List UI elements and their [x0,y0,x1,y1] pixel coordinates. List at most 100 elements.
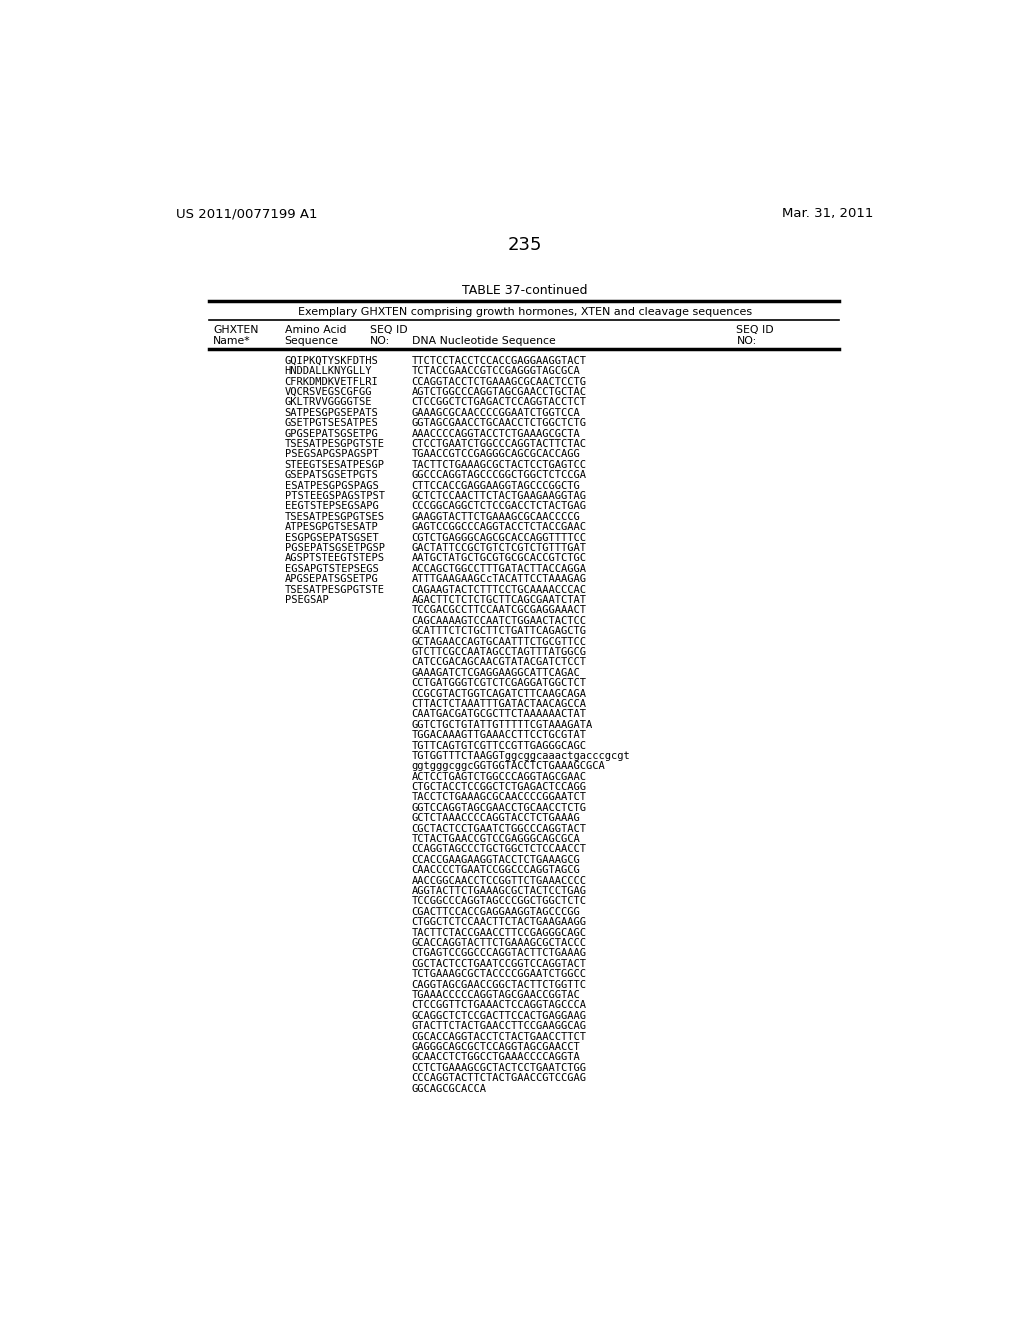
Text: GTACTTCTACTGAACCTTCCGAAGGCAG: GTACTTCTACTGAACCTTCCGAAGGCAG [412,1022,587,1031]
Text: GCATTTCTCTGCTTCTGATTCAGAGCTG: GCATTTCTCTGCTTCTGATTCAGAGCTG [412,626,587,636]
Text: CGCACCAGGTACCTCTACTGAACCTTCT: CGCACCAGGTACCTCTACTGAACCTTCT [412,1032,587,1041]
Text: PGSEPATSGSETPGSP: PGSEPATSGSETPGSP [285,543,385,553]
Text: TCTACCGAACCGTCCGAGGGTAGCGCA: TCTACCGAACCGTCCGAGGGTAGCGCA [412,367,581,376]
Text: STEEGTSESATPESGP: STEEGTSESATPESGP [285,459,385,470]
Text: 235: 235 [508,236,542,253]
Text: GACTATTCCGCTGTCTCGTCTGTTTGAT: GACTATTCCGCTGTCTCGTCTGTTTGAT [412,543,587,553]
Text: ESATPESGPGSPAGS: ESATPESGPGSPAGS [285,480,378,491]
Text: CCGCGTACTGGTCAGATCTTCAAGCAGA: CCGCGTACTGGTCAGATCTTCAAGCAGA [412,689,587,698]
Text: VQCRSVEGSCGFGG: VQCRSVEGSCGFGG [285,387,372,397]
Text: GQIPKQTYSKFDTHS: GQIPKQTYSKFDTHS [285,356,378,366]
Text: TSESATPESGPGTSTE: TSESATPESGPGTSTE [285,440,385,449]
Text: GCTCTAAACCCCAGGTACCTCTGAAAG: GCTCTAAACCCCAGGTACCTCTGAAAG [412,813,581,824]
Text: GHXTEN: GHXTEN [213,325,259,335]
Text: TGTGGTTTCTAAGGTggcggcaaactgacccgcgt: TGTGGTTTCTAAGGTggcggcaaactgacccgcgt [412,751,631,760]
Text: CCACCGAAGAAGGTACCTCTGAAAGCG: CCACCGAAGAAGGTACCTCTGAAAGCG [412,855,581,865]
Text: ATPESGPGTSESATP: ATPESGPGTSESATP [285,523,378,532]
Text: GGTCTGCTGTATTGTTTTTCGTAAAGATA: GGTCTGCTGTATTGTTTTTCGTAAAGATA [412,719,593,730]
Text: NO:: NO: [736,335,757,346]
Text: TCCGACGCCTTCCAATCGCGAGGAAACT: TCCGACGCCTTCCAATCGCGAGGAAACT [412,606,587,615]
Text: CAACCCCTGAATCCGGCCCAGGTAGCG: CAACCCCTGAATCCGGCCCAGGTAGCG [412,866,581,875]
Text: TGTTCAGTGTCGTTCCGTTGAGGGCAGC: TGTTCAGTGTCGTTCCGTTGAGGGCAGC [412,741,587,751]
Text: CAGGTAGCGAACCGGCTACTTCTGGTTC: CAGGTAGCGAACCGGCTACTTCTGGTTC [412,979,587,990]
Text: GGCCCAGGTAGCCCGGCTGGCTCTCCGA: GGCCCAGGTAGCCCGGCTGGCTCTCCGA [412,470,587,480]
Text: CTGAGTCCGGCCCAGGTACTTCTGAAAG: CTGAGTCCGGCCCAGGTACTTCTGAAAG [412,949,587,958]
Text: CGACTTCCACCGAGGAAGGTAGCCCGG: CGACTTCCACCGAGGAAGGTAGCCCGG [412,907,581,917]
Text: TSESATPESGPGTSTE: TSESATPESGPGTSTE [285,585,385,594]
Text: TGGACAAAGTTGAAACCTTCCTGCGTAT: TGGACAAAGTTGAAACCTTCCTGCGTAT [412,730,587,741]
Text: CAGAAGTACTCTTTCCTGCAAAACCCAC: CAGAAGTACTCTTTCCTGCAAAACCCAC [412,585,587,594]
Text: CCTCTGAAAGCGCTACTCCTGAATCTGG: CCTCTGAAAGCGCTACTCCTGAATCTGG [412,1063,587,1073]
Text: CGCTACTCCTGAATCCGGTCCAGGTACT: CGCTACTCCTGAATCCGGTCCAGGTACT [412,958,587,969]
Text: CAATGACGATGCGCTTCTAAAAAACTAT: CAATGACGATGCGCTTCTAAAAAACTAT [412,709,587,719]
Text: CGTCTGAGGGCAGCGCACCAGGTTTTCC: CGTCTGAGGGCAGCGCACCAGGTTTTCC [412,533,587,543]
Text: GSETPGTSESATPES: GSETPGTSESATPES [285,418,378,428]
Text: CTGCTACCTCCGGCTCTGAGACTCCAGG: CTGCTACCTCCGGCTCTGAGACTCCAGG [412,783,587,792]
Text: TABLE 37-continued: TABLE 37-continued [462,284,588,297]
Text: AGSPTSTEEGTSTEРS: AGSPTSTEEGTSTEРS [285,553,385,564]
Text: CGCTACTCCTGAATCTGGCCCAGGTACT: CGCTACTCCTGAATCTGGCCCAGGTACT [412,824,587,834]
Text: GCTAGAACCAGTGCAATTTCTGCGTTCC: GCTAGAACCAGTGCAATTTCTGCGTTCC [412,636,587,647]
Text: GAAGGTACTTCTGAAAGCGCAACCCCG: GAAGGTACTTCTGAAAGCGCAACCCCG [412,512,581,521]
Text: CTCCGGCTCTGAGACTCCAGGTACCTCT: CTCCGGCTCTGAGACTCCAGGTACCTCT [412,397,587,408]
Text: CTTCCACCGAGGAAGGTAGCCCGGCTG: CTTCCACCGAGGAAGGTAGCCCGGCTG [412,480,581,491]
Text: GAAAGCGCAACCCCGGAATCTGGTCCA: GAAAGCGCAACCCCGGAATCTGGTCCA [412,408,581,418]
Text: ESGPGSEPATSGSET: ESGPGSEPATSGSET [285,533,378,543]
Text: EGSAPGTSTEPSEGS: EGSAPGTSTEPSEGS [285,564,378,574]
Text: PSEGSAPGSPAGSPT: PSEGSAPGSPAGSPT [285,450,378,459]
Text: TGAACCGTCCGAGGGCAGCGCACCAGG: TGAACCGTCCGAGGGCAGCGCACCAGG [412,450,581,459]
Text: AGGTACTTCTGAAAGCGCTACTCCTGAG: AGGTACTTCTGAAAGCGCTACTCCTGAG [412,886,587,896]
Text: CTTACTCTAAATTTGATACTAACAGCCA: CTTACTCTAAATTTGATACTAACAGCCA [412,700,587,709]
Text: TACCTCTGAAAGCGCAACCCCGGAATCT: TACCTCTGAAAGCGCAACCCCGGAATCT [412,792,587,803]
Text: HNDDALLKNYGLLY: HNDDALLKNYGLLY [285,367,372,376]
Text: AAACCCCAGGTACCTCTGAAAGCGCTA: AAACCCCAGGTACCTCTGAAAGCGCTA [412,429,581,438]
Text: PSEGSAP: PSEGSAP [285,595,329,605]
Text: ACTCCTGAGTCTGGCCCAGGTAGCGAAC: ACTCCTGAGTCTGGCCCAGGTAGCGAAC [412,772,587,781]
Text: TCTGAAAGCGCTACCCCGGAATCTGGCC: TCTGAAAGCGCTACCCCGGAATCTGGCC [412,969,587,979]
Text: GAAAGATCTCGAGGAAGGCATTCAGAC: GAAAGATCTCGAGGAAGGCATTCAGAC [412,668,581,677]
Text: SEQ ID: SEQ ID [370,325,408,335]
Text: GAGTCCGGCCCAGGTACCTCTACCGAAC: GAGTCCGGCCCAGGTACCTCTACCGAAC [412,523,587,532]
Text: TCCGGCCCAGGTAGCCCGGCTGGCTCTC: TCCGGCCCAGGTAGCCCGGCTGGCTCTC [412,896,587,907]
Text: Exemplary GHXTEN comprising growth hormones, XTEN and cleavage sequences: Exemplary GHXTEN comprising growth hormo… [298,306,752,317]
Text: US 2011/0077199 A1: US 2011/0077199 A1 [176,207,317,220]
Text: TGAAACCCCCAGGTAGCGAACCGGTAC: TGAAACCCCCAGGTAGCGAACCGGTAC [412,990,581,1001]
Text: GGTCCAGGTAGCGAACCTGCAACCTCTG: GGTCCAGGTAGCGAACCTGCAACCTCTG [412,803,587,813]
Text: CCTGATGGGTCGTCTCGAGGATGGCTCT: CCTGATGGGTCGTCTCGAGGATGGCTCT [412,678,587,688]
Text: TACTTCTGAAAGCGCTACTCCTGAGTCC: TACTTCTGAAAGCGCTACTCCTGAGTCC [412,459,587,470]
Text: PTSTEEGSPAGSTPST: PTSTEEGSPAGSTPST [285,491,385,502]
Text: SEQ ID: SEQ ID [736,325,774,335]
Text: TACTTCTACCGAACCTTCCGAGGGCAGC: TACTTCTACCGAACCTTCCGAGGGCAGC [412,928,587,937]
Text: AGACTTCTCTCTGCTTCAGCGAATCTAT: AGACTTCTCTCTGCTTCAGCGAATCTAT [412,595,587,605]
Text: GCTCTCCAACTTCTACTGAAGAAGGTAG: GCTCTCCAACTTCTACTGAAGAAGGTAG [412,491,587,502]
Text: Mar. 31, 2011: Mar. 31, 2011 [782,207,873,220]
Text: AGTCTGGCCCAGGTAGCGAACCTGCTAC: AGTCTGGCCCAGGTAGCGAACCTGCTAC [412,387,587,397]
Text: GKLTRVVGGGGTSE: GKLTRVVGGGGTSE [285,397,372,408]
Text: NO:: NO: [370,335,390,346]
Text: Sequence: Sequence [285,335,339,346]
Text: GPGSEPATSGSETPG: GPGSEPATSGSETPG [285,429,378,438]
Text: AATGCTATGCTGCGTGCGCACCGTCTGC: AATGCTATGCTGCGTGCGCACCGTCTGC [412,553,587,564]
Text: GCAACCTCTGGCCTGAAACCCCAGGTA: GCAACCTCTGGCCTGAAACCCCAGGTA [412,1052,581,1063]
Text: CFRKDMDKVETFLRI: CFRKDMDKVETFLRI [285,376,378,387]
Text: APGSEPATSGSETPG: APGSEPATSGSETPG [285,574,378,585]
Text: GAGGGCAGCGCTCCAGGTAGCGAACCT: GAGGGCAGCGCTCCAGGTAGCGAACCT [412,1041,581,1052]
Text: CCCAGGTACTTCTACTGAACCGTCCGAG: CCCAGGTACTTCTACTGAACCGTCCGAG [412,1073,587,1084]
Text: GGTAGCGAACCTGCAACCTCTGGCTCTG: GGTAGCGAACCTGCAACCTCTGGCTCTG [412,418,587,428]
Text: TTCTCCTACCTCCACCGAGGAAGGTACT: TTCTCCTACCTCCACCGAGGAAGGTACT [412,356,587,366]
Text: CATCCGACAGCAACGTATACGATCTCCT: CATCCGACAGCAACGTATACGATCTCCT [412,657,587,668]
Text: Amino Acid: Amino Acid [285,325,346,335]
Text: AACCGGCAACCTCCGGTTCTGAAACCCC: AACCGGCAACCTCCGGTTCTGAAACCCC [412,875,587,886]
Text: GSEPATSGSETPGTS: GSEPATSGSETPGTS [285,470,378,480]
Text: ggtgggcggcGGTGGTACCTCTGAAAGCGCA: ggtgggcggcGGTGGTACCTCTGAAAGCGCA [412,762,605,771]
Text: CAGCAAAAGTCCAATCTGGAACTACTCC: CAGCAAAAGTCCAATCTGGAACTACTCC [412,616,587,626]
Text: DNA Nucleotide Sequence: DNA Nucleotide Sequence [412,335,555,346]
Text: Name*: Name* [213,335,251,346]
Text: CTCCTGAATCTGGCCCAGGTACTTCTAC: CTCCTGAATCTGGCCCAGGTACTTCTAC [412,440,587,449]
Text: CCAGGTACCTCTGAAAGCGCAACTCCTG: CCAGGTACCTCTGAAAGCGCAACTCCTG [412,376,587,387]
Text: CTCCGGTTCTGAAACTCCAGGTAGCCCA: CTCCGGTTCTGAAACTCCAGGTAGCCCA [412,1001,587,1010]
Text: CCCGGCAGGCTCTCCGACCTCTACTGAG: CCCGGCAGGCTCTCCGACCTCTACTGAG [412,502,587,511]
Text: EEGTSTEPSEGSAPG: EEGTSTEPSEGSAPG [285,502,378,511]
Text: ATTTGAAGAAGCcTACATTCCTAAAGAG: ATTTGAAGAAGCcTACATTCCTAAAGAG [412,574,587,585]
Text: GGCAGCGCACCA: GGCAGCGCACCA [412,1084,486,1093]
